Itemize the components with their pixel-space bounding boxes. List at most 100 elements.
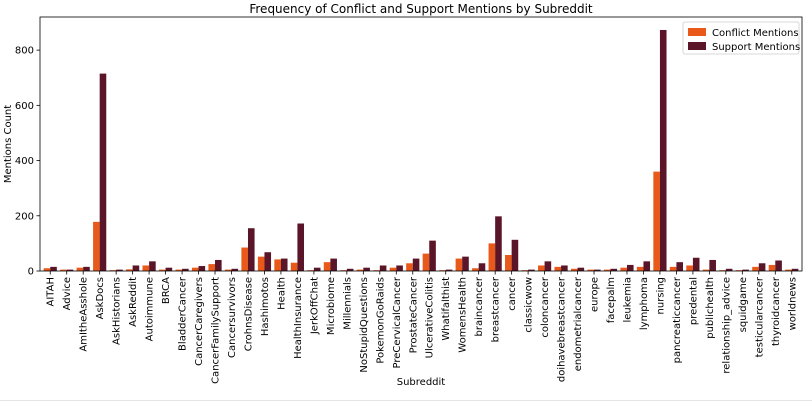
support-bar	[182, 268, 189, 271]
conflict-bar	[142, 265, 150, 271]
support-bar	[66, 269, 74, 271]
conflict-bar	[505, 254, 512, 271]
support-bar	[758, 263, 766, 271]
support-bar	[725, 268, 733, 271]
x-tick-label: UlcerativeColitis	[425, 277, 436, 358]
x-tick-label: lymphoma	[639, 277, 650, 330]
conflict-bar	[76, 267, 84, 271]
support-bar	[116, 269, 123, 271]
support-bar	[231, 268, 239, 271]
conflict-bar	[768, 264, 776, 271]
conflict-bar	[323, 262, 331, 271]
x-tick-label: AskReddit	[128, 277, 139, 327]
conflict-bar	[752, 266, 759, 271]
conflict-bar	[488, 243, 496, 271]
conflict-bar	[224, 269, 232, 271]
support-bar	[330, 258, 337, 271]
y-tick-label: 200	[15, 211, 34, 222]
conflict-bar	[537, 265, 545, 271]
support-bar	[83, 266, 90, 271]
conflict-bar	[373, 270, 380, 271]
conflict-bar	[340, 270, 347, 271]
support-bar	[577, 267, 585, 271]
x-tick-label: publichealth	[705, 277, 716, 339]
support-bar	[412, 258, 420, 271]
y-tick-label: 0	[28, 267, 34, 278]
x-tick-label: AskDocs	[95, 277, 106, 319]
support-bar	[445, 269, 453, 271]
conflict-bar	[389, 267, 397, 271]
conflict-bar	[702, 269, 710, 271]
plot-frame	[39, 16, 803, 272]
conflict-bar	[669, 266, 677, 271]
conflict-bar	[554, 266, 562, 271]
legend-box	[682, 21, 800, 55]
x-tick-label: JerkOffChat	[309, 277, 320, 335]
conflict-bar	[208, 264, 216, 271]
support-bar	[215, 259, 222, 271]
support-bar	[594, 269, 601, 271]
support-bar	[528, 269, 535, 271]
x-tick-label: CancerFamilySupport	[211, 277, 222, 384]
x-tick-label: worldnews	[787, 277, 798, 330]
conflict-bar	[356, 269, 364, 271]
x-tick-label: AskHistorians	[112, 277, 123, 345]
x-tick-label: Advice	[62, 277, 73, 310]
x-tick-label: PokemonGoRaids	[375, 277, 386, 364]
support-bar	[379, 265, 387, 271]
x-tick-label: CancerCaregivers	[194, 277, 205, 366]
conflict-bar	[158, 269, 166, 271]
conflict-bar	[719, 270, 726, 271]
x-tick-label: AmItheAsshole	[79, 277, 90, 352]
conflict-bar	[636, 266, 644, 271]
x-tick-label: CrohnsDisease	[243, 277, 254, 351]
support-bar	[659, 29, 667, 271]
legend-swatch-support	[688, 42, 706, 50]
x-tick-label: pancreaticcancer	[672, 276, 683, 363]
x-tick-label: BladderCancer	[178, 276, 189, 351]
conflict-bar	[274, 259, 281, 271]
support-bar	[544, 261, 552, 271]
support-bar	[165, 267, 173, 271]
x-tick-label: nursing	[655, 277, 666, 314]
conflict-bar	[472, 268, 479, 271]
x-tick-label: leukemia	[622, 277, 633, 323]
x-tick-label: WomensHealth	[458, 277, 469, 353]
x-tick-label: coloncancer	[540, 276, 551, 337]
conflict-bar	[455, 258, 463, 271]
support-bar	[429, 240, 436, 271]
conflict-bar	[109, 270, 117, 271]
support-bar	[198, 266, 206, 271]
conflict-bar	[785, 269, 792, 271]
x-tick-label: cancer	[507, 276, 518, 311]
x-tick-label: NoStupidQuestions	[359, 277, 370, 373]
support-bar	[264, 252, 272, 271]
conflict-bar	[735, 270, 743, 271]
x-tick-label: PreCervicalCancer	[392, 276, 403, 368]
support-bar	[247, 228, 255, 271]
x-tick-label: Cancersurvivors	[227, 277, 238, 358]
x-tick-label: AITAH	[46, 277, 57, 306]
support-bar	[692, 257, 700, 271]
support-bar	[50, 266, 57, 271]
y-tick-label: 400	[15, 156, 34, 167]
y-tick-label: 800	[15, 46, 34, 57]
conflict-bar	[570, 268, 578, 271]
support-bar	[742, 269, 749, 271]
support-bar	[610, 268, 618, 271]
conflict-bar	[406, 263, 413, 271]
x-tick-label: breastcancer	[491, 276, 502, 342]
conflict-bar	[60, 269, 67, 271]
support-bar	[561, 265, 568, 271]
conflict-bar	[603, 269, 611, 271]
x-tick-label: Microbiome	[326, 277, 337, 335]
support-bar	[297, 223, 305, 271]
support-bar	[495, 216, 502, 271]
support-bar	[99, 73, 107, 271]
support-bar	[709, 259, 716, 271]
conflict-bar	[587, 269, 595, 271]
conflict-bar	[422, 253, 430, 271]
conflict-bar	[43, 268, 51, 271]
support-bar	[132, 265, 140, 271]
